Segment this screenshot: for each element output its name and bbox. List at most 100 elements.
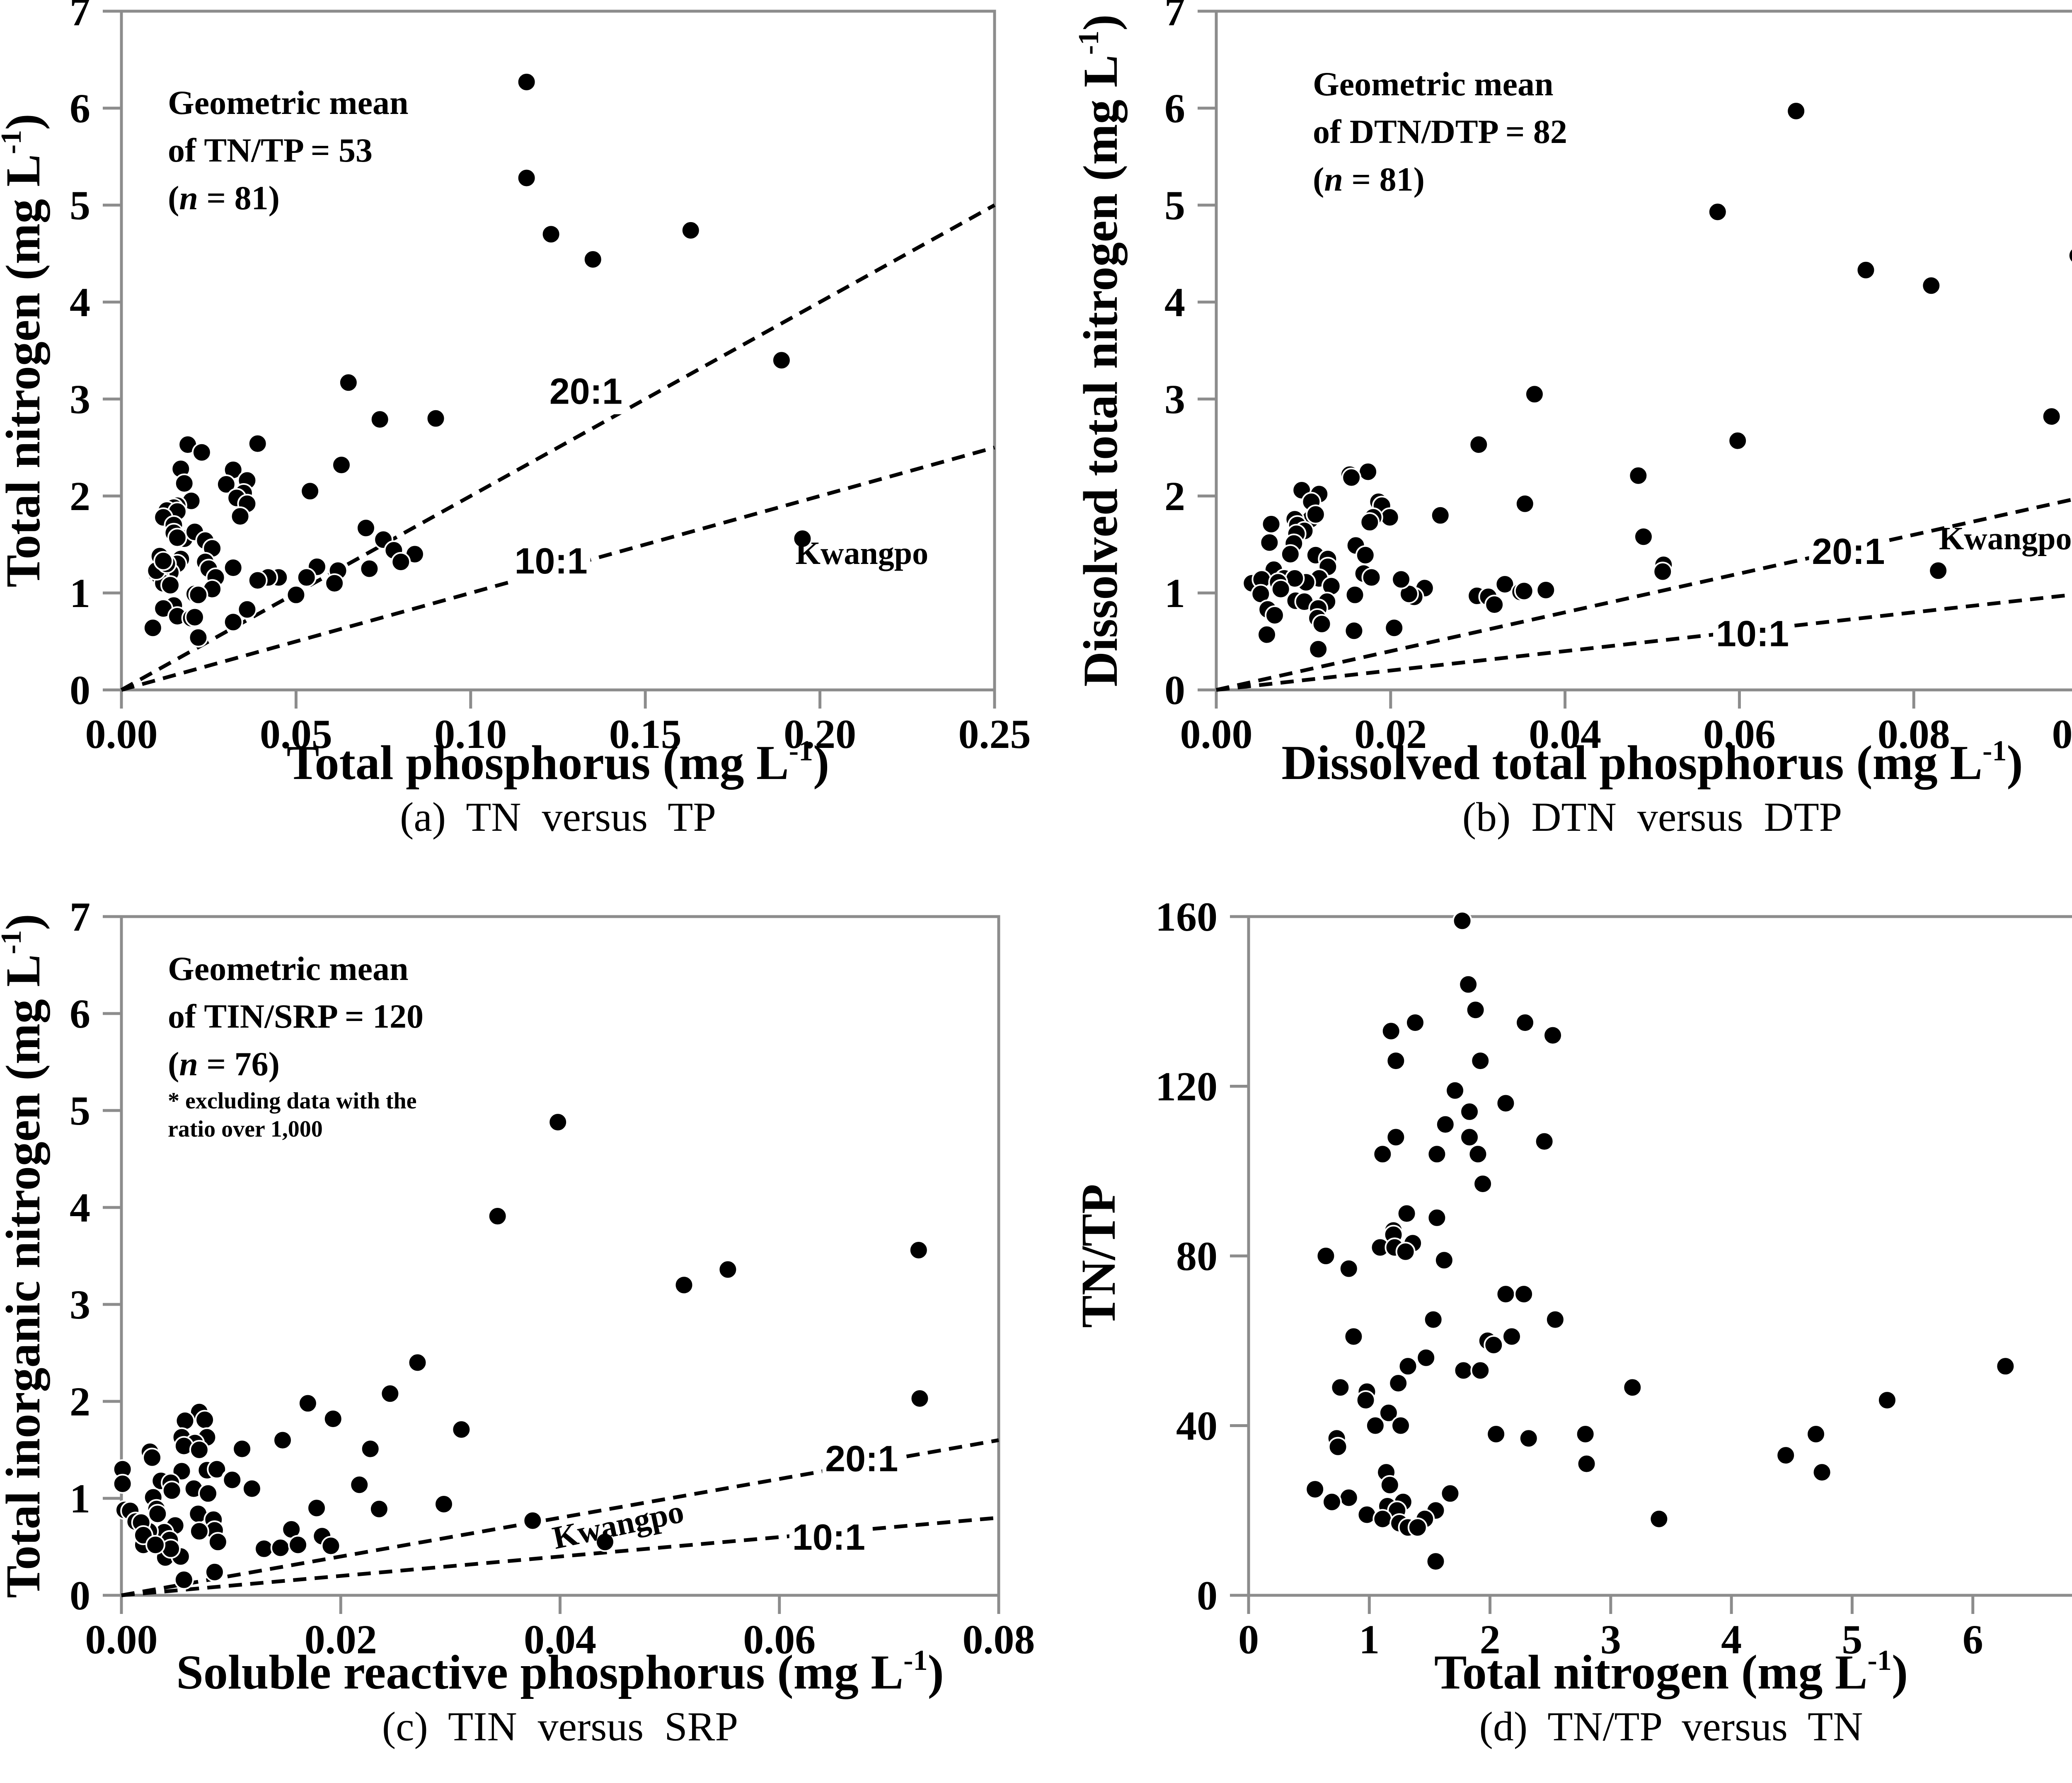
- data-point: [1365, 1415, 1385, 1436]
- data-point: [541, 224, 561, 244]
- y-tick-label: 2: [1164, 473, 1185, 519]
- data-point: [910, 1388, 930, 1408]
- data-point: [1345, 585, 1365, 605]
- data-point: [1445, 1080, 1465, 1101]
- data-point: [188, 627, 208, 648]
- data-point: [380, 1384, 400, 1404]
- y-tick-label: 7: [70, 894, 90, 940]
- data-point: [204, 1562, 225, 1582]
- x-tick-label: 0.04: [524, 1616, 596, 1662]
- y-axis-title-close: ): [1073, 15, 1128, 31]
- data-point: [1305, 1479, 1325, 1500]
- data-point: [2067, 247, 2072, 264]
- x-tick-label: 0.06: [743, 1616, 816, 1662]
- data-point: [407, 1352, 428, 1373]
- data-point: [237, 599, 257, 619]
- y-tick-label: 1: [1164, 570, 1185, 616]
- annotation-sample-size: (n = 81): [168, 179, 280, 217]
- data-point: [1776, 1445, 1796, 1466]
- x-tick-label: 0.05: [260, 711, 332, 757]
- data-point: [296, 567, 317, 588]
- data-point: [1649, 1509, 1669, 1529]
- x-axis-unit-superscript: -1: [1982, 735, 2007, 767]
- data-point: [1806, 1424, 1826, 1444]
- ratio-label: 20:1: [1812, 531, 1885, 572]
- y-axis-title-text: Total inorganic nitrogen (mg L: [0, 954, 50, 1598]
- data-point: [1877, 1390, 1897, 1410]
- data-point: [1386, 1127, 1406, 1147]
- y-tick-label: 120: [1155, 1064, 1218, 1110]
- data-point: [356, 518, 376, 538]
- x-axis-title-close: ): [1892, 1645, 1908, 1699]
- data-point: [270, 1538, 290, 1558]
- data-point: [1423, 1309, 1443, 1330]
- data-point: [1339, 1258, 1359, 1279]
- panel-b-dtn-vs-dtp: 0 1 2 3 4 5 6 7 0.00 0.02 0.04 0.06 0.08 0.10 Dissolve…: [1073, 0, 2072, 840]
- data-point: [1468, 1144, 1488, 1164]
- x-tick-label: 1: [1359, 1616, 1380, 1662]
- x-tick-label: 0.10: [434, 711, 507, 757]
- annotation-sample-size: (n = 81): [1313, 160, 1425, 198]
- data-point: [323, 1409, 343, 1429]
- data-point: [451, 1419, 472, 1439]
- data-point: [1434, 1250, 1454, 1270]
- data-point: [548, 1112, 568, 1132]
- n-symbol: n: [1324, 160, 1343, 198]
- data-point: [1515, 494, 1535, 514]
- data-point: [184, 607, 205, 627]
- data-point: [1928, 561, 1949, 581]
- x-tick-label: 0.10: [2052, 711, 2072, 757]
- data-point: [1397, 1203, 1417, 1224]
- data-point: [288, 1535, 308, 1555]
- data-point: [1341, 467, 1362, 488]
- ratio-label-backdrop: [789, 1514, 868, 1560]
- data-point: [191, 442, 212, 462]
- y-tick-label: 3: [70, 376, 90, 422]
- y-tick-label: 4: [1164, 279, 1185, 325]
- data-point: [1259, 532, 1280, 553]
- data-point: [1469, 434, 1489, 455]
- data-point: [331, 455, 351, 475]
- y-tick-label: 40: [1176, 1403, 1218, 1449]
- data-point: [1416, 1348, 1436, 1368]
- data-point: [516, 168, 537, 188]
- data-point: [1344, 621, 1364, 641]
- data-point: [771, 350, 792, 370]
- data-point: [487, 1206, 508, 1227]
- ratio-line-10-1: [1216, 593, 2072, 692]
- data-point: [1384, 618, 1404, 638]
- x-tick-label: 5: [1842, 1616, 1862, 1662]
- x-axis-unit-superscript: -1: [903, 1645, 927, 1677]
- data-point: [189, 1440, 209, 1460]
- data-point: [222, 1470, 242, 1490]
- data-point: [1330, 1377, 1351, 1398]
- data-point: [324, 573, 345, 593]
- data-point: [174, 1570, 194, 1590]
- n-value: = 81): [1343, 160, 1425, 198]
- x-tick-label: 0.06: [1703, 711, 1776, 757]
- y-tick-label: 0: [70, 1573, 90, 1618]
- data-point: [1514, 1284, 1534, 1304]
- x-axis-title-text: Dissolved total phosphorus (mg L: [1281, 735, 1982, 790]
- data-point: [1328, 1437, 1348, 1457]
- data-point: [359, 559, 380, 579]
- y-tick-label: 2: [70, 1379, 90, 1425]
- data-point: [1372, 1509, 1393, 1529]
- y-axis-title-close: ): [0, 914, 50, 930]
- annotation-sample-size: (n = 76): [168, 1045, 280, 1083]
- annotation-note: ratio over 1,000: [168, 1116, 323, 1142]
- data-point: [1786, 101, 1806, 121]
- data-point: [1707, 202, 1728, 222]
- y-tick-label: 0: [1197, 1573, 1218, 1618]
- data-point: [370, 409, 390, 430]
- annotation-note: * excluding data with the: [168, 1088, 417, 1114]
- data-point: [1405, 1012, 1425, 1033]
- data-point: [595, 1532, 615, 1552]
- data-point: [230, 506, 250, 527]
- panel-c-tin-vs-srp: 0 1 2 3 4 5 6 7 0.00 0.02 0.04 0.06 0.08 Soluble reac…: [0, 894, 1035, 1749]
- n-value: = 76): [198, 1045, 280, 1083]
- n-value: = 81): [198, 179, 280, 217]
- panel-caption: (c) TIN versus SRP: [382, 1703, 738, 1749]
- data-point: [1381, 1021, 1401, 1041]
